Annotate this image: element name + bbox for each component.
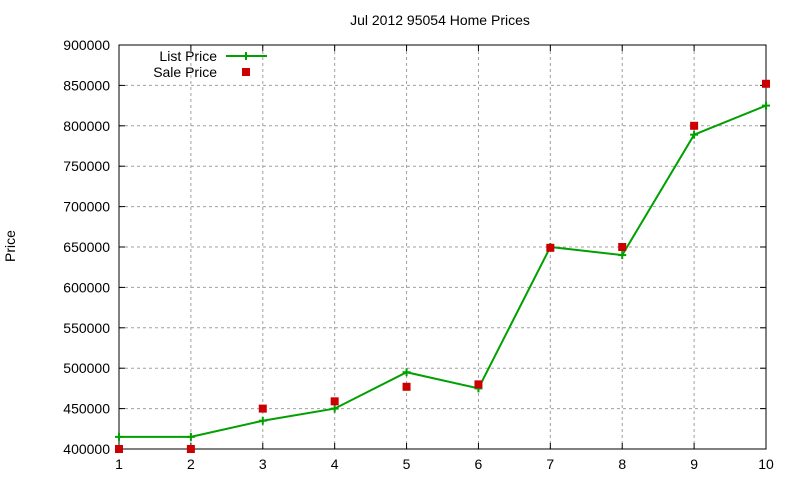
sale-price-marker [115,445,123,453]
list-price-line [119,104,767,438]
x-tick-label: 8 [618,456,626,472]
y-tick-label: 700000 [63,199,110,215]
x-tick-label: 5 [403,456,411,472]
y-tick-label: 600000 [63,279,110,295]
sale-price-marker [546,243,555,252]
axes [118,44,767,450]
y-tick-labels: 400000 450000 500000 550000 600000 650000 7000… [63,37,110,457]
legend-label: Sale Price [153,64,217,80]
y-tick-label: 550000 [63,320,110,336]
chart-title: Jul 2012 95054 Home Prices [350,12,530,28]
x-tick-label: 2 [187,456,195,472]
sale-price-marker [690,121,699,130]
x-tick-label: 9 [690,456,698,472]
sale-price-marker [258,404,267,413]
y-tick-label: 400000 [63,441,110,457]
sale-price-marker [762,79,770,88]
y-tick-label: 850000 [63,77,110,93]
x-tick-label: 4 [331,456,339,472]
x-tick-label: 3 [259,456,267,472]
sale-price-marker [474,380,483,389]
sale-price-marker [186,445,195,453]
y-tick-label: 500000 [63,360,110,376]
x-tick-label: 10 [758,456,774,472]
legend-square-icon [242,68,250,76]
y-tick-label: 650000 [63,239,110,255]
x-tick-label: 6 [475,456,483,472]
data-series [115,79,770,453]
legend-label: List Price [159,48,217,64]
y-tick-label: 450000 [63,401,110,417]
y-tick-label: 800000 [63,118,110,134]
grid-lines [119,45,766,449]
sale-price-marker [402,382,411,391]
x-tick-label: 1 [115,456,123,472]
y-tick-label: 900000 [63,37,110,53]
x-tick-label: 7 [546,456,554,472]
sale-price-marker [618,243,627,251]
x-tick-labels: 1 2 3 4 5 6 7 8 9 10 [115,456,774,472]
sale-price-marker [330,397,339,406]
y-tick-label: 750000 [63,158,110,174]
